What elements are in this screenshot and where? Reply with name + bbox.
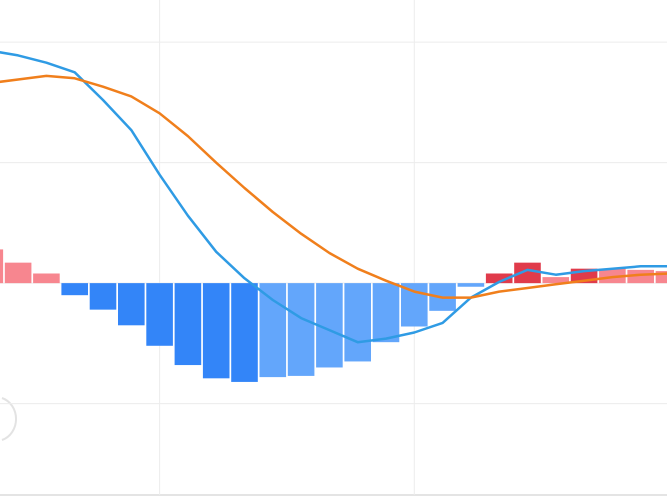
histogram-bar xyxy=(542,277,570,284)
histogram-bar xyxy=(33,273,60,284)
histogram-bar xyxy=(259,283,287,378)
histogram-bar xyxy=(0,249,4,284)
histogram-bar xyxy=(514,262,541,284)
histogram-bar xyxy=(89,283,117,310)
histogram-bar xyxy=(400,283,428,327)
histogram-bar xyxy=(655,271,667,284)
scroll-handle xyxy=(1,397,17,441)
histogram-bar xyxy=(457,283,485,287)
histogram-bar xyxy=(372,283,400,343)
histogram-bar xyxy=(146,283,173,346)
histogram-bar xyxy=(287,283,315,376)
histogram-bar xyxy=(202,283,230,379)
histogram-bar xyxy=(485,273,513,284)
histogram-bar xyxy=(174,283,202,366)
histogram-bar xyxy=(61,283,89,296)
line-series xyxy=(0,51,667,344)
histogram-bar xyxy=(118,283,145,326)
histogram-bar xyxy=(4,262,32,284)
histogram-bar xyxy=(344,283,371,362)
line-series xyxy=(0,74,667,299)
histogram-bar xyxy=(231,283,258,382)
